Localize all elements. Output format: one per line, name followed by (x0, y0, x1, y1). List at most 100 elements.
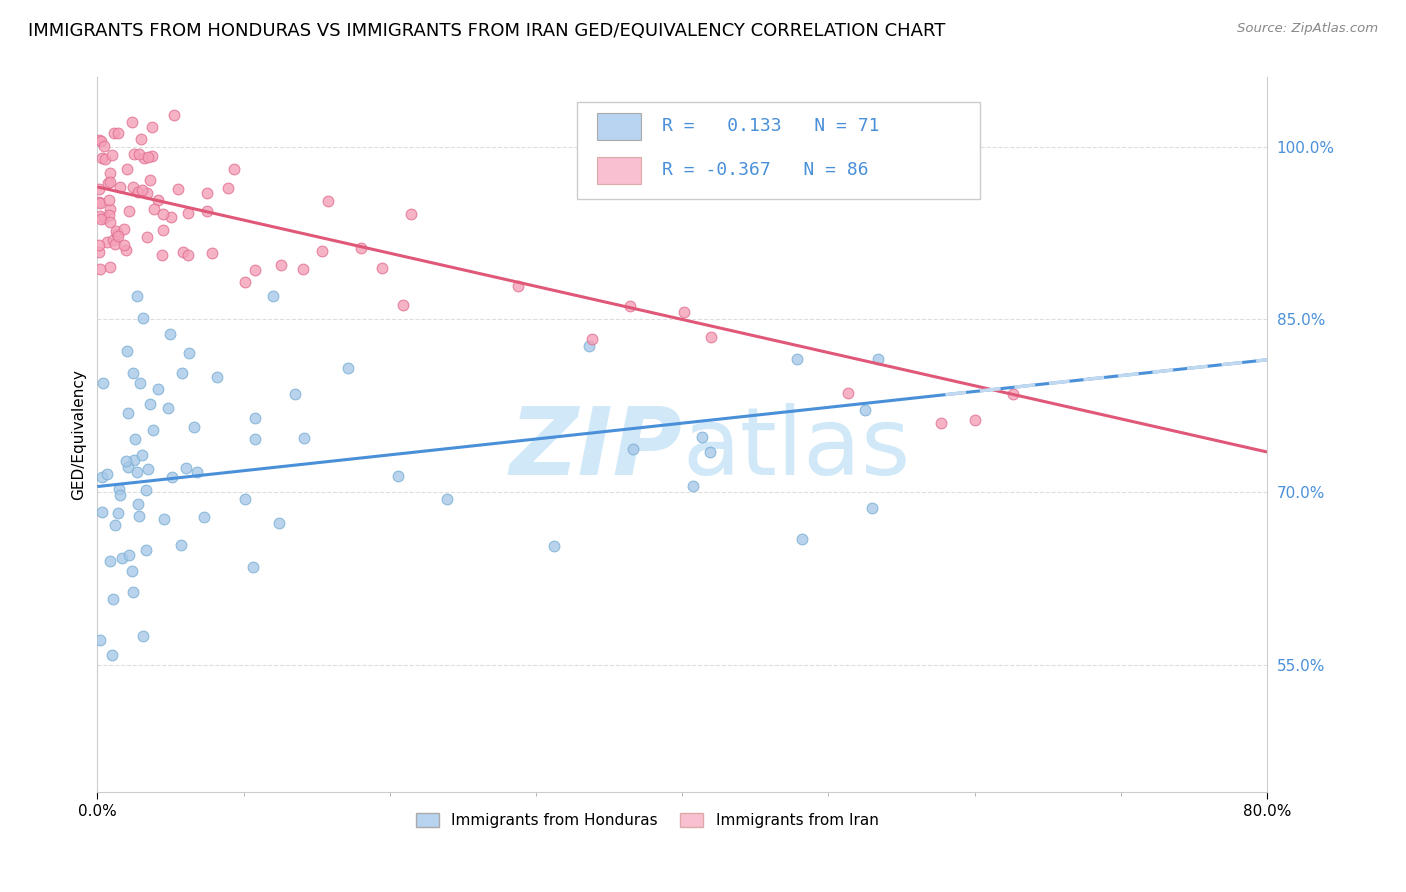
Point (508, 278, 530, 293)
Point (193, 510, 215, 524)
Point (217, 180, 239, 194)
Point (112, 238, 135, 252)
Point (89, 195, 111, 210)
Point (853, 403, 876, 417)
Point (965, 412, 987, 426)
Point (135, 543, 157, 558)
Point (222, 162, 245, 177)
Point (146, 382, 169, 396)
Point (107, 482, 129, 496)
Text: IMMIGRANTS FROM HONDURAS VS IMMIGRANTS FROM IRAN GED/EQUIVALENCY CORRELATION CHA: IMMIGRANTS FROM HONDURAS VS IMMIGRANTS F… (28, 22, 945, 40)
Point (90, 134, 112, 148)
Point (100, 147, 122, 161)
Point (699, 329, 721, 343)
Point (166, 182, 188, 196)
Point (132, 629, 155, 643)
Point (134, 152, 156, 166)
Point (786, 352, 808, 367)
Text: Source: ZipAtlas.com: Source: ZipAtlas.com (1237, 22, 1378, 36)
Point (177, 205, 200, 219)
Point (195, 203, 218, 218)
Point (103, 237, 125, 252)
Point (183, 420, 205, 434)
Point (90, 470, 112, 484)
Point (122, 147, 145, 161)
Point (121, 564, 143, 578)
Point (292, 262, 315, 277)
Point (96, 467, 118, 482)
Point (103, 126, 125, 140)
Point (121, 115, 143, 129)
Point (115, 161, 138, 176)
Point (105, 224, 128, 238)
Point (162, 108, 184, 122)
Point (136, 186, 159, 201)
Y-axis label: GED/Equivalency: GED/Equivalency (72, 369, 86, 500)
Text: R = -0.367   N = 86: R = -0.367 N = 86 (662, 161, 869, 179)
Point (122, 453, 145, 467)
Point (89, 210, 111, 224)
Point (98, 260, 121, 274)
Point (262, 289, 284, 303)
Point (170, 366, 193, 380)
Point (131, 183, 153, 197)
Point (107, 506, 129, 520)
Point (117, 460, 139, 475)
Point (436, 491, 458, 506)
Point (117, 406, 139, 420)
Point (107, 126, 129, 140)
Point (125, 465, 148, 479)
Point (245, 411, 267, 425)
Point (125, 289, 148, 303)
Point (93, 152, 115, 166)
Point (97, 176, 120, 190)
Point (98, 214, 121, 228)
Point (136, 230, 159, 244)
Point (243, 263, 266, 277)
Point (682, 479, 704, 493)
Point (105, 227, 128, 241)
Point (91, 505, 114, 519)
Point (160, 210, 183, 224)
Point (619, 300, 641, 314)
Point (152, 512, 174, 526)
Text: R =   0.133   N = 71: R = 0.133 N = 71 (662, 118, 880, 136)
Point (142, 202, 165, 217)
Point (141, 120, 163, 134)
Point (89, 632, 111, 647)
Legend: Immigrants from Honduras, Immigrants from Iran: Immigrants from Honduras, Immigrants fro… (409, 807, 884, 834)
Point (177, 346, 200, 360)
Point (205, 369, 228, 384)
Point (1002, 386, 1025, 401)
Point (543, 539, 565, 553)
Point (87, 245, 110, 260)
Point (270, 258, 292, 272)
Point (152, 223, 174, 237)
Point (623, 442, 645, 456)
Point (931, 417, 953, 431)
Point (141, 149, 163, 163)
Point (868, 352, 890, 367)
Point (115, 454, 138, 468)
Point (200, 246, 222, 260)
Point (284, 387, 307, 401)
Point (146, 193, 169, 207)
Bar (596, 112, 641, 140)
Point (98, 175, 121, 189)
Point (673, 305, 696, 319)
FancyBboxPatch shape (576, 103, 980, 199)
Point (108, 488, 131, 502)
Point (124, 432, 146, 446)
Point (170, 538, 193, 552)
Point (98, 202, 121, 217)
Point (392, 298, 415, 312)
Point (350, 242, 373, 256)
Bar (596, 157, 641, 184)
Point (100, 553, 122, 567)
Point (111, 550, 134, 565)
Point (103, 518, 125, 533)
Point (90, 151, 112, 165)
Point (837, 385, 859, 400)
Point (127, 185, 149, 199)
Point (101, 648, 124, 663)
